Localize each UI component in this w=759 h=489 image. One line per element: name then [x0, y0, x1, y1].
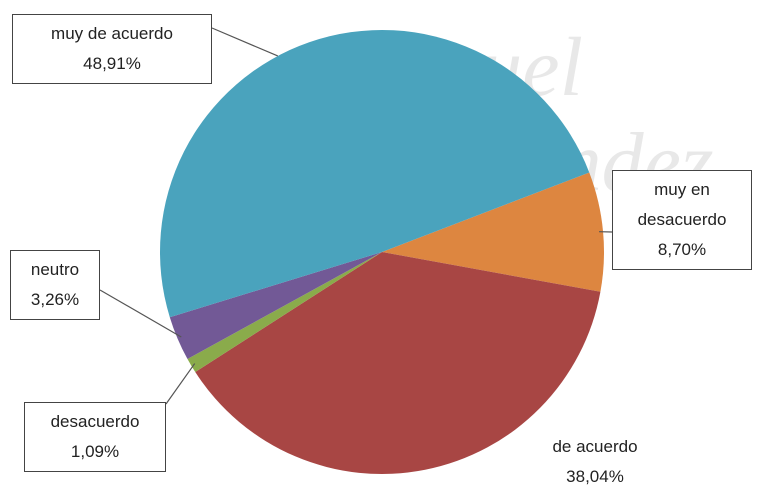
leader-line [99, 289, 182, 338]
value-label: 1,09% [70, 442, 120, 461]
data-label: de acuerdo 38,04% [530, 428, 660, 489]
value-label: 3,26% [30, 290, 80, 309]
data-label: desacuerdo 1,09% [24, 402, 166, 472]
category-label: muy en desacuerdo [637, 180, 727, 229]
data-label: muy de acuerdo 48,91% [12, 14, 212, 84]
category-label: desacuerdo [50, 412, 140, 431]
value-label: 38,04% [566, 467, 624, 486]
pie-slice [169, 252, 382, 359]
category-label: muy de acuerdo [51, 24, 173, 43]
category-label: de acuerdo [552, 437, 638, 456]
value-label: 8,70% [657, 240, 707, 259]
pie-slice [195, 252, 601, 475]
pie-slice [382, 172, 605, 292]
data-label: neutro 3,26% [10, 250, 100, 320]
data-label: muy en desacuerdo 8,70% [612, 170, 752, 270]
pie-slice [187, 252, 382, 373]
value-label: 48,91% [83, 54, 141, 73]
category-label: neutro [30, 260, 80, 279]
leader-line [165, 363, 196, 405]
pie-slice [159, 29, 590, 318]
leader-line [211, 27, 279, 57]
